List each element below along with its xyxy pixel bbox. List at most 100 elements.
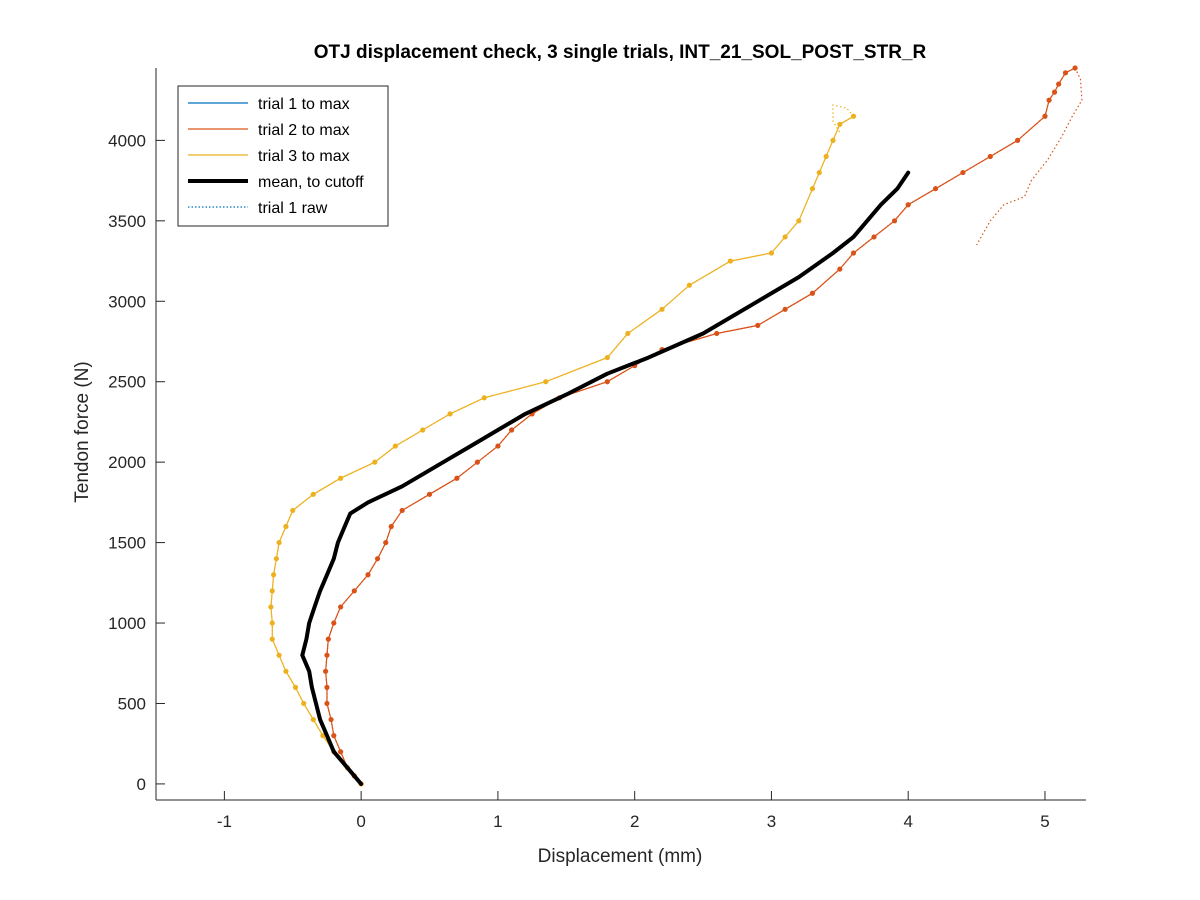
x-tick-label: 0 bbox=[356, 812, 365, 831]
data-point bbox=[383, 539, 389, 546]
data-point bbox=[447, 411, 453, 417]
data-point bbox=[269, 636, 275, 642]
data-point bbox=[269, 588, 275, 594]
y-tick-label: 4000 bbox=[108, 131, 146, 150]
data-point bbox=[325, 636, 331, 642]
data-point bbox=[351, 588, 357, 594]
y-tick-label: 1000 bbox=[108, 614, 146, 633]
data-point bbox=[987, 153, 993, 160]
data-point bbox=[292, 684, 299, 690]
data-point bbox=[796, 218, 802, 224]
x-tick-label: 1 bbox=[493, 812, 502, 831]
data-point bbox=[1042, 113, 1048, 119]
x-tick-label: 5 bbox=[1040, 812, 1049, 831]
y-axis-label: Tendon force (N) bbox=[72, 361, 93, 503]
data-point bbox=[426, 491, 433, 497]
data-point bbox=[837, 121, 843, 127]
y-tick-label: 1500 bbox=[108, 534, 146, 553]
data-point bbox=[338, 749, 344, 755]
raw-tail-line bbox=[832, 104, 854, 133]
data-point bbox=[283, 668, 289, 674]
data-point bbox=[809, 186, 816, 192]
legend-label: trial 3 to max bbox=[258, 148, 350, 165]
data-point bbox=[508, 427, 515, 433]
data-point bbox=[686, 282, 692, 288]
x-tick-label: 2 bbox=[630, 812, 639, 831]
data-point bbox=[543, 379, 549, 385]
legend-label: trial 2 to max bbox=[258, 122, 350, 139]
y-tick-label: 3000 bbox=[108, 292, 146, 311]
data-point bbox=[823, 153, 829, 160]
data-point bbox=[782, 306, 788, 312]
y-tick-label: 2500 bbox=[108, 373, 146, 392]
data-point bbox=[320, 733, 326, 739]
data-point bbox=[276, 539, 282, 546]
chart-title: OTJ displacement check, 3 single trials,… bbox=[314, 42, 927, 63]
data-point bbox=[1062, 70, 1069, 76]
y-tick-label: 500 bbox=[118, 694, 146, 713]
data-point bbox=[454, 475, 460, 481]
y-tick-label: 3500 bbox=[108, 212, 146, 231]
data-point bbox=[714, 330, 720, 337]
data-point bbox=[1051, 89, 1058, 95]
data-point bbox=[809, 290, 816, 296]
data-point bbox=[816, 169, 822, 176]
data-point bbox=[276, 652, 282, 658]
data-point bbox=[420, 427, 426, 433]
data-point bbox=[290, 507, 296, 514]
legend: trial 1 to max trial 2 to max trial 3 to m… bbox=[177, 85, 389, 227]
data-point bbox=[338, 475, 344, 481]
data-point bbox=[310, 491, 316, 497]
data-point bbox=[1015, 137, 1021, 143]
data-point bbox=[324, 684, 330, 690]
data-point bbox=[625, 330, 631, 337]
data-point bbox=[727, 258, 734, 264]
data-point bbox=[837, 266, 843, 272]
data-point bbox=[659, 306, 665, 312]
series-line-mean-to-cutoff bbox=[300, 170, 911, 786]
data-point bbox=[850, 113, 857, 119]
x-tick-label: 4 bbox=[903, 812, 912, 831]
data-point bbox=[273, 556, 279, 562]
data-point bbox=[301, 700, 307, 707]
data-point bbox=[331, 733, 337, 739]
data-point bbox=[871, 234, 877, 240]
legend-label: mean, to cutoff bbox=[258, 174, 364, 191]
data-point bbox=[850, 250, 857, 256]
x-axis-label: Displacement (mm) bbox=[538, 846, 703, 867]
data-point bbox=[604, 354, 610, 361]
data-point bbox=[365, 572, 371, 578]
data-point bbox=[271, 572, 277, 578]
data-point bbox=[932, 186, 939, 192]
data-point bbox=[1046, 97, 1052, 103]
data-point bbox=[283, 523, 289, 530]
data-point bbox=[604, 379, 610, 385]
data-point bbox=[1072, 65, 1078, 71]
data-point bbox=[322, 668, 329, 674]
data-point bbox=[782, 234, 788, 240]
data-point bbox=[481, 395, 487, 401]
data-point bbox=[388, 523, 394, 530]
data-point bbox=[960, 169, 966, 176]
data-point bbox=[474, 459, 480, 465]
data-point bbox=[399, 507, 405, 514]
data-point bbox=[331, 620, 337, 626]
series-line-trial-3-to-max bbox=[270, 115, 854, 785]
data-point bbox=[830, 137, 836, 143]
plot-area: -1 0 1 2 3 4 5 0 500 1000 1500 2000 2500 3000 3500 4000 bbox=[108, 65, 1086, 831]
data-point bbox=[891, 218, 898, 224]
series-line-trial-2-to-max bbox=[324, 67, 1076, 785]
data-point bbox=[328, 716, 334, 723]
y-tick-label: 0 bbox=[137, 775, 146, 794]
data-point bbox=[324, 652, 330, 658]
x-tick-label: -1 bbox=[217, 812, 232, 831]
data-point bbox=[374, 556, 381, 562]
data-point bbox=[1056, 81, 1062, 87]
data-point bbox=[392, 443, 398, 449]
legend-box bbox=[177, 85, 389, 227]
data-point bbox=[768, 250, 775, 256]
data-point bbox=[372, 459, 378, 465]
data-point bbox=[324, 700, 330, 707]
data-point bbox=[495, 443, 501, 449]
